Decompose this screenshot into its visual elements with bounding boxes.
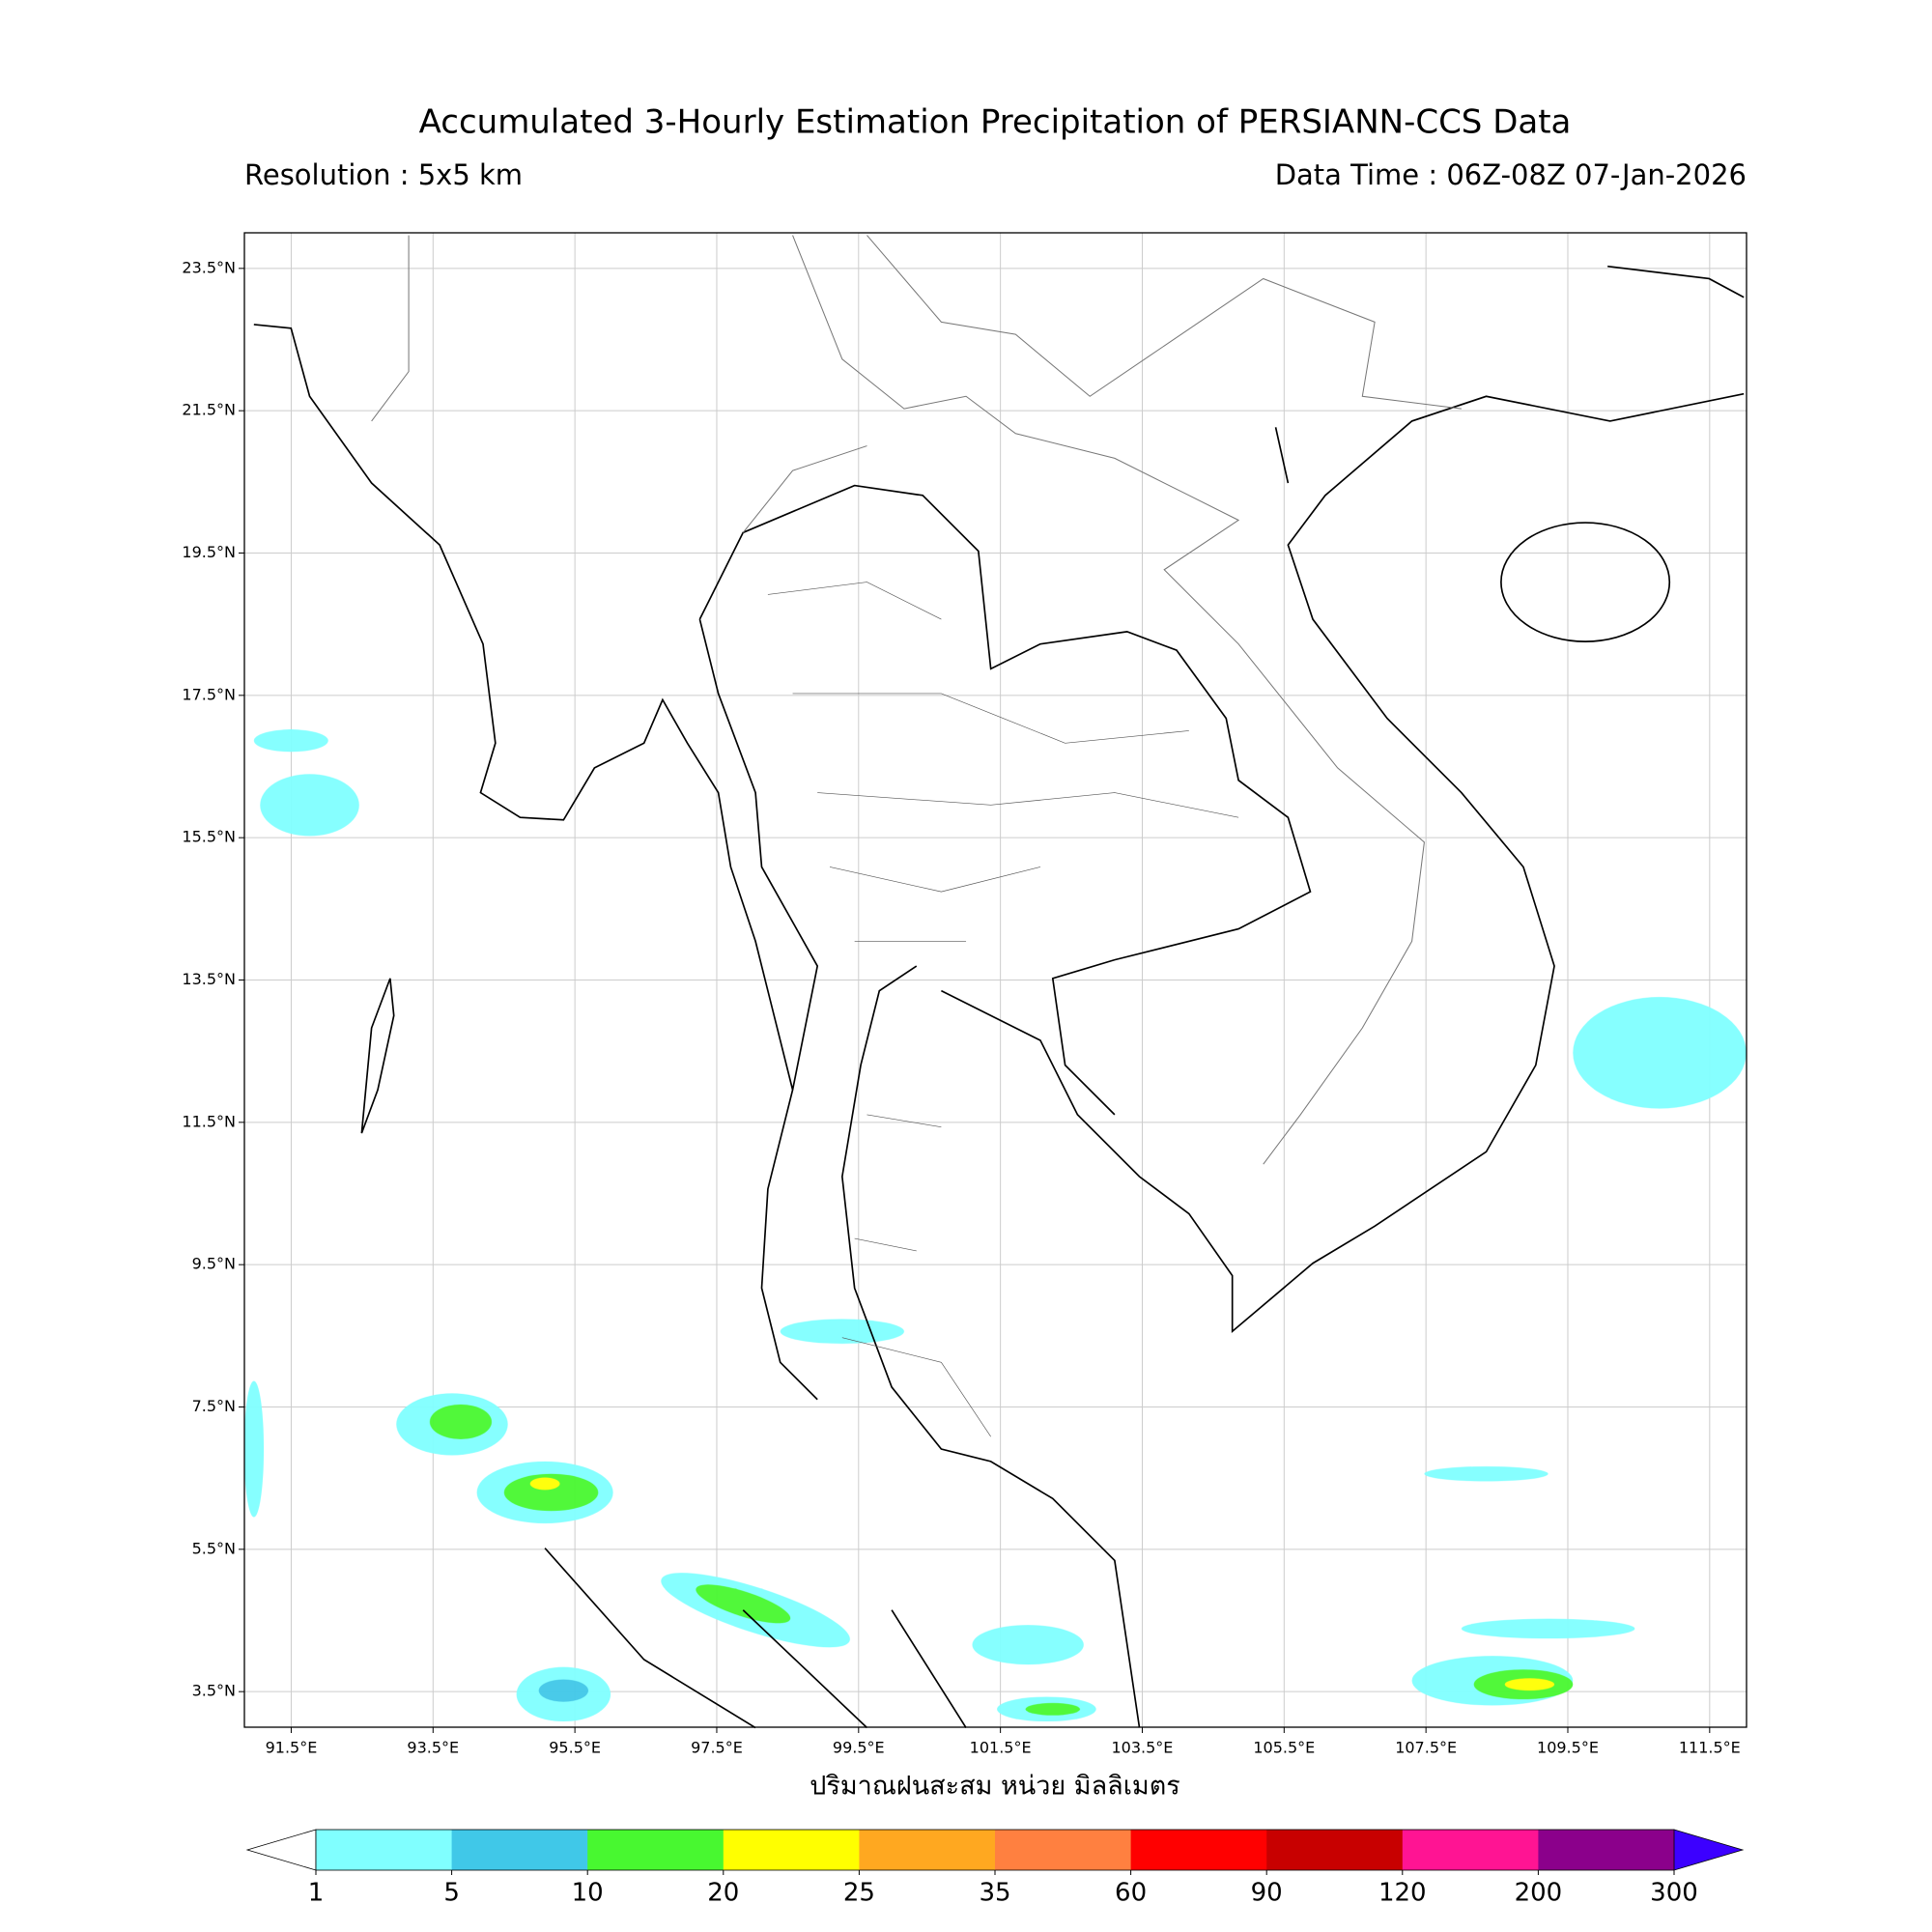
rain-area [1424,1466,1548,1482]
colorbar-bin [723,1830,860,1870]
coastline [253,324,818,1401]
colorbar-bin [316,1830,453,1870]
colorbar-over [1673,1829,1745,1871]
colorbar-label: 35 [979,1879,1010,1908]
colorbar-label: 90 [1251,1879,1283,1908]
rain-area [253,729,328,753]
colorbar-bin [1266,1830,1404,1870]
title: Accumulated 3-Hourly Estimation Precipit… [419,103,1572,142]
rain-area [780,1319,904,1345]
y-tick-label: 19.5°N [182,543,236,561]
map-features [243,235,1747,1729]
colorbar-label: 200 [1515,1879,1563,1908]
rain-area [260,774,359,837]
coastline [544,1548,967,1729]
x-tick-label: 101.5°E [970,1739,1032,1757]
colorbar-label: 120 [1378,1879,1427,1908]
coastline [840,965,1141,1728]
x-tick-label: 109.5°E [1537,1739,1599,1757]
rain-area [1025,1702,1080,1716]
colorbar: 1 5 10 20 25 35 60 90 120 200 300 [245,1829,1745,1908]
colorbar-bin [451,1830,588,1870]
y-tick-label: 23.5°N [182,258,236,276]
colorbar-label: 20 [707,1879,739,1908]
colorbar-bin [995,1830,1132,1870]
province-lines [767,582,1239,1437]
y-tick-label: 5.5°N [192,1539,236,1557]
colorbar-bin [1402,1830,1539,1870]
colorbar-label: 25 [843,1879,875,1908]
colorbar-label: 10 [572,1879,604,1908]
colorbar-bin [1538,1830,1675,1870]
x-axis-label: ปริมาณฝนสะสม หน่วย มิลลิเมตร [810,1772,1180,1802]
y-tick-label: 11.5°N [182,1112,236,1130]
x-tick-label: 105.5°E [1253,1739,1315,1757]
y-tick-label: 3.5°N [192,1682,236,1700]
colorbar-bin [587,1830,724,1870]
y-tick-label: 13.5°N [182,970,236,988]
x-tick-label: 111.5°E [1679,1739,1741,1757]
x-tick-label: 107.5°E [1395,1739,1457,1757]
y-tick-label: 21.5°N [182,401,236,419]
rain-area [538,1679,588,1702]
colorbar-label: 5 [443,1879,460,1908]
grid [244,233,1747,1727]
rain-area [696,1584,791,1624]
y-tick-label: 9.5°N [192,1255,236,1273]
rain-area [972,1625,1084,1665]
coastline [941,392,1745,1334]
rain-area [529,1477,560,1491]
x-tick-label: 95.5°E [549,1739,601,1757]
rain-area [429,1404,492,1439]
resolution: Resolution : 5x5 km [244,158,523,191]
colorbar-label: 60 [1115,1879,1147,1908]
rain-area [1573,997,1747,1109]
coastline [1274,265,1745,484]
x-tick-label: 97.5°E [691,1739,743,1757]
y-tick-label: 15.5°N [182,828,236,846]
x-tick-label: 91.5°E [266,1739,318,1757]
rain-area [1504,1678,1555,1691]
y-tick-label: 7.5°N [192,1397,236,1415]
x-tick-label: 93.5°E [407,1739,459,1757]
island [1500,522,1671,642]
colorbar-bin [859,1830,996,1870]
y-tick-label: 17.5°N [182,685,236,703]
country-border [371,235,1462,1165]
island [360,978,395,1134]
rain-area [1461,1618,1635,1639]
precipitation [243,729,1747,1722]
colorbar-bin [1130,1830,1267,1870]
thailand-border [698,484,1312,1116]
x-tick-label: 103.5°E [1112,1739,1174,1757]
colorbar-label: 1 [308,1879,325,1908]
x-tick-label: 99.5°E [833,1739,885,1757]
colorbar-under [245,1829,317,1871]
data-time: Data Time : 06Z-08Z 07-Jan-2026 [1275,158,1747,191]
colorbar-label: 300 [1650,1879,1698,1908]
rain-area [503,1473,599,1512]
ticks: 91.5°E 93.5°E 95.5°E 97.5°E 99.5°E 101.5°E 103… [182,258,1740,1756]
rain-area [243,1380,265,1518]
